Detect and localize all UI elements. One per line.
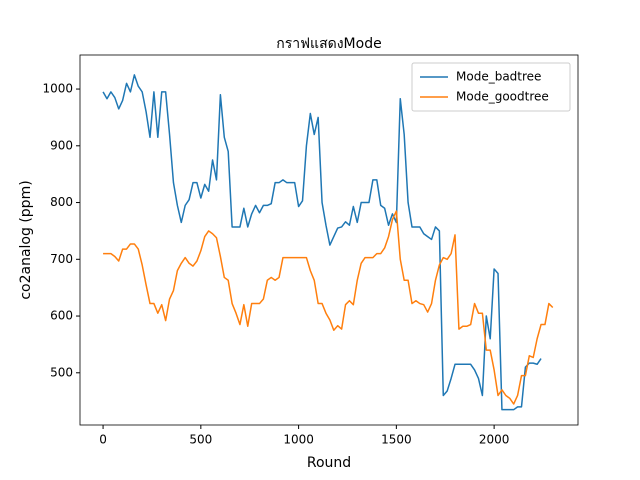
- x-tick-label: 500: [189, 433, 212, 447]
- y-tick-label: 900: [50, 138, 73, 152]
- x-tick-label: 2000: [479, 433, 510, 447]
- y-axis-label: co2analog (ppm): [18, 180, 34, 299]
- x-tick-label: 1500: [381, 433, 412, 447]
- legend-label: Mode_badtree: [456, 70, 541, 84]
- data-line: [102, 74, 542, 411]
- x-tick-label: 1000: [283, 433, 314, 447]
- y-tick-label: 600: [50, 309, 73, 323]
- y-tick-label: 1000: [42, 82, 73, 96]
- y-tick-label: 700: [50, 252, 73, 266]
- legend-box: [411, 62, 571, 112]
- y-tick-label: 500: [50, 365, 73, 379]
- y-tick-label: 800: [50, 195, 73, 209]
- data-line: [103, 210, 554, 405]
- x-axis-label: Round: [307, 455, 351, 471]
- plot-frame: [79, 54, 579, 426]
- legend-label: Mode_goodtree: [456, 90, 549, 104]
- x-tick-label: 0: [99, 433, 107, 447]
- chart-title: กราฟแสดงMode: [276, 36, 381, 52]
